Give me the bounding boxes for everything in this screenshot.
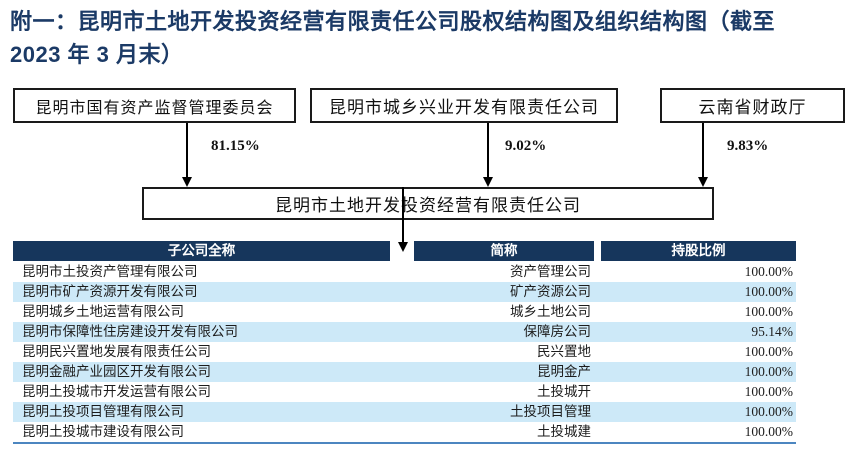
subsidiary-ratio: 100.00% xyxy=(744,384,793,399)
subsidiary-short-name: 保障房公司 xyxy=(523,324,592,339)
table-row: 昆明金融产业园区开发有限公司 昆明金产 100.00% xyxy=(13,362,796,382)
subsidiary-short-name: 城乡土地公司 xyxy=(510,304,591,319)
table-body: 昆明市土投资产管理有限公司 资产管理公司 100.00% 昆明市矿产资源开发有限公司 矿… xyxy=(13,262,796,442)
subsidiary-full-name: 昆明市矿产资源开发有限公司 xyxy=(22,284,198,299)
shareholder-box-chengxiang-xingye: 昆明市城乡兴业开发有限责任公司 xyxy=(310,88,618,123)
table-row: 昆明市矿产资源开发有限公司 矿产资源公司 100.00% xyxy=(13,282,796,302)
subsidiary-short-name: 土投城建 xyxy=(537,424,591,439)
page-title: 附一：昆明市土地开发投资经营有限责任公司股权结构图及组织结构图（截至 2023 … xyxy=(10,5,850,71)
subsidiary-ratio: 100.00% xyxy=(744,404,793,419)
subsidiary-ratio: 100.00% xyxy=(744,364,793,379)
subsidiary-ratio: 95.14% xyxy=(751,324,793,339)
table-row: 昆明土投城市开发运营有限公司 土投城开 100.00% xyxy=(13,382,796,402)
subsidiary-short-name: 资产管理公司 xyxy=(510,264,591,279)
table-row: 昆明市保障性住房建设开发有限公司 保障房公司 95.14% xyxy=(13,322,796,342)
shareholder-box-yunnan-finance: 云南省财政厅 xyxy=(660,88,845,123)
table-row: 昆明土投城市建设有限公司 土投城建 100.00% xyxy=(13,422,796,442)
company-box: 昆明市土地开发投资经营有限责任公司 xyxy=(142,187,714,220)
arrow-shaft xyxy=(186,123,188,179)
column-header-ratio: 持股比例 xyxy=(601,241,796,261)
subsidiary-ratio: 100.00% xyxy=(744,284,793,299)
subsidiary-short-name: 土投城开 xyxy=(537,384,591,399)
subsidiary-full-name: 昆明土投城市建设有限公司 xyxy=(22,424,184,439)
table-row: 昆明土投项目管理有限公司 土投项目管理 100.00% xyxy=(13,402,796,422)
table-header-row: 子公司全称 简称 持股比例 xyxy=(13,241,796,261)
column-header-full-name: 子公司全称 xyxy=(13,241,390,261)
subsidiary-short-name: 昆明金产 xyxy=(537,364,591,379)
subsidiary-short-name: 民兴置地 xyxy=(537,344,591,359)
table-row: 昆明城乡土地运营有限公司 城乡土地公司 100.00% xyxy=(13,302,796,322)
arrow-shaft xyxy=(702,123,704,179)
arrowhead-icon xyxy=(482,177,493,187)
arrow-shaft xyxy=(402,187,404,244)
subsidiary-short-name: 土投项目管理 xyxy=(510,404,591,419)
subsidiary-table: 子公司全称 简称 持股比例 昆明市土投资产管理有限公司 资产管理公司 100.00%… xyxy=(13,241,796,444)
arrowhead-icon xyxy=(181,177,192,187)
table-row: 昆明民兴置地发展有限责任公司 民兴置地 100.00% xyxy=(13,342,796,362)
subsidiary-ratio: 100.00% xyxy=(744,344,793,359)
arrow-shaft xyxy=(487,123,489,179)
subsidiary-ratio: 100.00% xyxy=(744,264,793,279)
subsidiary-short-name: 矿产资源公司 xyxy=(510,284,591,299)
subsidiary-full-name: 昆明土投城市开发运营有限公司 xyxy=(22,384,211,399)
shareholder-box-sasac: 昆明市国有资产监督管理委员会 xyxy=(13,88,296,123)
stake-percentage: 81.15% xyxy=(211,138,260,154)
subsidiary-full-name: 昆明土投项目管理有限公司 xyxy=(22,404,184,419)
subsidiary-full-name: 昆明金融产业园区开发有限公司 xyxy=(22,364,211,379)
subsidiary-full-name: 昆明市保障性住房建设开发有限公司 xyxy=(22,324,238,339)
stake-percentage: 9.83% xyxy=(727,138,769,154)
subsidiary-full-name: 昆明城乡土地运营有限公司 xyxy=(22,304,184,319)
stake-percentage: 9.02% xyxy=(505,138,547,154)
subsidiary-full-name: 昆明市土投资产管理有限公司 xyxy=(22,264,198,279)
column-header-short-name: 简称 xyxy=(414,241,594,261)
page-title-line2: 2023 年 3 月末） xyxy=(10,42,184,67)
table-row: 昆明市土投资产管理有限公司 资产管理公司 100.00% xyxy=(13,262,796,282)
subsidiary-ratio: 100.00% xyxy=(744,304,793,319)
subsidiary-full-name: 昆明民兴置地发展有限责任公司 xyxy=(22,344,211,359)
arrowhead-icon xyxy=(397,242,408,252)
arrowhead-icon xyxy=(697,177,708,187)
page-title-line1: 附一：昆明市土地开发投资经营有限责任公司股权结构图及组织结构图（截至 xyxy=(10,9,776,34)
subsidiary-ratio: 100.00% xyxy=(744,424,793,439)
